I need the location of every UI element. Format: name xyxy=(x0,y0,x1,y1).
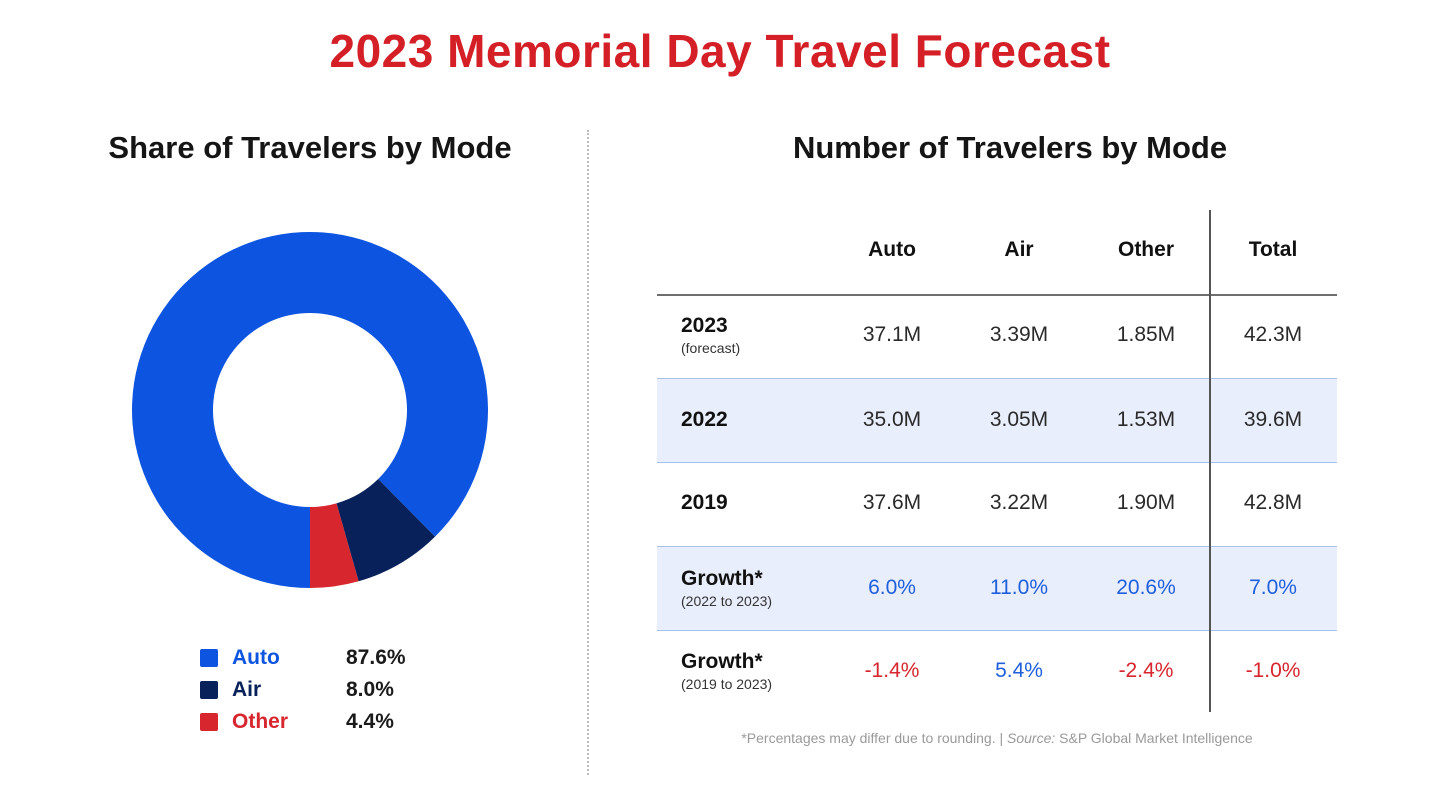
table-cell: 11.0% xyxy=(990,576,1048,599)
total-column-divider xyxy=(1209,210,1211,712)
table-cell: 5.4% xyxy=(995,659,1043,682)
column-header-air: Air xyxy=(1004,238,1034,261)
row-label: Growth* xyxy=(681,650,763,673)
row-label: Growth* xyxy=(681,567,763,590)
table-cell: 37.1M xyxy=(862,323,922,346)
table-row: 2019 37.6M 3.22M 1.90M 42.8M xyxy=(657,462,1337,545)
donut-slice-other xyxy=(310,503,359,588)
legend-swatch xyxy=(200,649,218,667)
table-cell: 20.6% xyxy=(1116,576,1176,599)
table-cell: -1.0% xyxy=(1245,659,1301,682)
footnote-source: S&P Global Market Intelligence xyxy=(1055,730,1253,746)
footnote: *Percentages may differ due to rounding.… xyxy=(657,730,1337,746)
table-cell: 37.6M xyxy=(862,491,922,514)
legend-label: Air xyxy=(232,678,262,701)
table-cell: 3.22M xyxy=(989,491,1049,514)
table-cell: 6.0% xyxy=(868,576,916,599)
column-header-total: Total xyxy=(1248,238,1298,261)
table-cell: 42.8M xyxy=(1243,491,1303,514)
table-cell: 3.05M xyxy=(989,408,1049,431)
table-cell: 1.90M xyxy=(1116,491,1176,514)
legend-value: 87.6% xyxy=(346,646,406,669)
legend-label: Auto xyxy=(232,646,280,669)
legend-item-air: Air 8.0% xyxy=(200,676,460,708)
page-title: 2023 Memorial Day Travel Forecast xyxy=(329,25,1111,77)
donut-legend: Auto 87.6% Air 8.0% Other 4.4% xyxy=(200,644,460,740)
donut-chart-title: Share of Travelers by Mode xyxy=(108,130,512,165)
table-cell: 35.0M xyxy=(862,408,922,431)
row-sublabel: (2022 to 2023) xyxy=(681,593,773,609)
donut-chart xyxy=(132,231,488,588)
table-title: Number of Travelers by Mode xyxy=(792,130,1228,165)
legend-item-other: Other 4.4% xyxy=(200,708,460,740)
table-row: 2023 (forecast) 37.1M 3.39M 1.85M 42.3M xyxy=(657,294,1337,377)
row-label: 2022 xyxy=(681,408,728,431)
table-cell: 7.0% xyxy=(1249,576,1297,599)
row-label: 2019 xyxy=(681,491,728,514)
legend-value: 4.4% xyxy=(346,710,394,733)
row-sublabel: (2019 to 2023) xyxy=(681,676,773,692)
travelers-table: Auto Air Other Total 2023 (forecast) 37.1M 3.3… xyxy=(657,210,1337,715)
table-cell: 1.85M xyxy=(1116,323,1176,346)
donut-slice-air xyxy=(336,479,436,582)
legend-value: 8.0% xyxy=(346,678,394,701)
table-cell: 1.53M xyxy=(1116,408,1176,431)
table-row: 2022 35.0M 3.05M 1.53M 39.6M xyxy=(657,378,1337,463)
column-header-other: Other xyxy=(1117,238,1174,261)
table-cell: 42.3M xyxy=(1243,323,1303,346)
footnote-text: *Percentages may differ due to rounding.… xyxy=(741,730,1007,746)
donut-slice-auto xyxy=(132,231,488,588)
table-cell: 39.6M xyxy=(1243,408,1303,431)
table-cell: 3.39M xyxy=(989,323,1049,346)
legend-swatch xyxy=(200,681,218,699)
footnote-source-label: Source: xyxy=(1007,730,1056,746)
table-cell: -2.4% xyxy=(1118,659,1174,682)
legend-label: Other xyxy=(232,710,289,733)
column-header-auto: Auto xyxy=(868,238,916,261)
table-cell: -1.4% xyxy=(864,659,920,682)
section-divider xyxy=(587,130,589,775)
table-header: Auto Air Other Total xyxy=(657,210,1337,296)
legend-item-auto: Auto 87.6% xyxy=(200,644,460,676)
row-label: 2023 xyxy=(681,314,728,337)
table-row: Growth* (2019 to 2023) -1.4% 5.4% -2.4% -1.0% xyxy=(657,630,1337,713)
row-sublabel: (forecast) xyxy=(681,340,741,356)
legend-swatch xyxy=(200,713,218,731)
table-row: Growth* (2022 to 2023) 6.0% 11.0% 20.6% 7.0% xyxy=(657,546,1337,631)
